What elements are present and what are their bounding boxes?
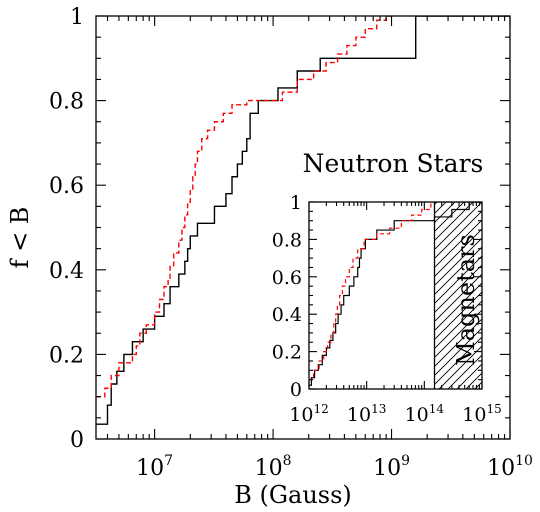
inset-series-group <box>309 202 482 386</box>
inset-y-tick-label: 0.6 <box>272 267 302 289</box>
inset-ticks <box>308 201 483 390</box>
inset-y-tick-label: 0.2 <box>272 342 302 364</box>
main-x-tick-label: 108 <box>255 453 292 481</box>
inset-title: Neutron Stars <box>303 149 484 178</box>
magnetars-label: Magnetars <box>452 234 480 366</box>
main-x-tick-label: 109 <box>373 453 410 481</box>
main-series-solid-line <box>96 16 510 425</box>
inset-x-tick-label: 1013 <box>347 402 386 426</box>
main-x-tick-label: 107 <box>136 453 173 481</box>
inset-plot: 0 0.2 0.4 0.6 0.8 1 1012 1013 1014 1015 Neutron St… <box>272 149 502 426</box>
magnetar-hatched-region <box>434 202 482 389</box>
main-y-tick-label: 0.2 <box>49 343 84 368</box>
main-y-tick-label: 0.8 <box>49 90 84 115</box>
main-y-tick-label: 1 <box>70 5 84 30</box>
main-ticks <box>96 15 511 440</box>
x-axis-label: B (Gauss) <box>234 481 352 509</box>
main-series-dashed-line <box>96 16 392 398</box>
y-axis-label: f < B <box>6 207 34 269</box>
main-y-tick-label: 0.4 <box>49 259 84 284</box>
inset-y-tick-label: 1 <box>290 192 302 214</box>
main-y-tick-label: 0.6 <box>49 174 84 199</box>
inset-y-tick-label: 0 <box>290 379 302 401</box>
inset-y-tick-label: 0.8 <box>272 229 302 251</box>
main-plot: 0 0.2 0.4 0.6 0.8 1 107 108 109 1010 B (Gauss) f < … <box>6 5 533 509</box>
inset-x-tick-label: 1015 <box>462 402 501 426</box>
inset-x-tick-label: 1014 <box>405 402 445 426</box>
main-series-group <box>96 16 510 425</box>
main-x-tick-label: 1010 <box>487 453 533 481</box>
inset-series-dashed-line <box>309 202 482 381</box>
inset-series-solid-line <box>309 202 482 386</box>
inset-y-tick-label: 0.4 <box>272 304 302 326</box>
inset-x-tick-label: 1012 <box>289 402 328 426</box>
main-y-tick-label: 0 <box>70 428 84 453</box>
